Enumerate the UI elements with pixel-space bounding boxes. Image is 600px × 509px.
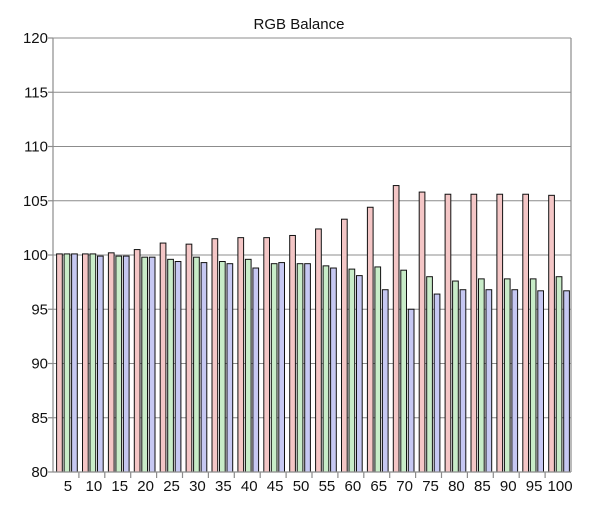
bar-blue-40 — [252, 267, 260, 473]
bar-blue-20 — [148, 256, 156, 473]
bar-red-10 — [82, 253, 89, 473]
bar-green-80 — [452, 280, 459, 473]
bar-green-35 — [219, 261, 226, 473]
x-tick-label: 30 — [189, 478, 206, 495]
bar-blue-75 — [433, 293, 441, 473]
bar-blue-90 — [511, 289, 519, 473]
x-tick-label: 80 — [448, 478, 465, 495]
bar-red-55 — [315, 228, 322, 473]
bar-red-70 — [392, 185, 400, 473]
bar-blue-55 — [330, 267, 337, 473]
x-tick-label: 85 — [474, 478, 491, 495]
x-tick-label: 65 — [370, 478, 387, 495]
bar-green-95 — [529, 278, 537, 473]
bar-red-80 — [444, 193, 452, 473]
bar-blue-35 — [226, 263, 234, 473]
bars — [56, 185, 570, 473]
y-tick-label: 115 — [24, 84, 48, 101]
y-tick-label: 120 — [23, 30, 48, 47]
x-tick-label: 55 — [319, 478, 336, 495]
bar-green-45 — [270, 263, 278, 473]
bar-red-20 — [133, 249, 141, 473]
bar-blue-65 — [381, 289, 389, 473]
bar-green-60 — [348, 268, 356, 473]
bar-blue-85 — [485, 289, 493, 473]
bar-blue-50 — [304, 263, 311, 473]
bar-green-50 — [296, 263, 304, 473]
x-tick-label: 40 — [241, 478, 258, 495]
bar-green-10 — [89, 253, 97, 473]
bar-green-65 — [374, 266, 382, 473]
bar-green-15 — [115, 255, 123, 473]
axes — [52, 38, 572, 473]
bar-green-20 — [141, 256, 149, 473]
bar-blue-45 — [278, 262, 285, 473]
bar-red-30 — [185, 243, 193, 473]
y-tick-label: 80 — [31, 464, 48, 481]
bar-blue-5 — [71, 253, 78, 473]
x-tick-label: 25 — [163, 478, 180, 495]
bar-blue-10 — [97, 255, 104, 473]
bar-blue-80 — [459, 289, 467, 473]
x-tick-label: 35 — [215, 478, 232, 495]
bar-red-25 — [159, 242, 167, 473]
bar-green-100 — [555, 276, 563, 473]
bar-blue-30 — [200, 262, 208, 473]
bar-blue-100 — [563, 290, 570, 473]
bar-green-30 — [193, 256, 200, 473]
bar-red-85 — [470, 193, 478, 473]
y-tick-label: 85 — [31, 410, 48, 427]
bar-blue-15 — [122, 255, 130, 473]
y-tick-label: 95 — [31, 301, 48, 318]
y-tick-label: 100 — [23, 247, 48, 264]
x-tick-label: 45 — [267, 478, 284, 495]
bar-red-45 — [263, 237, 270, 473]
bar-blue-70 — [407, 308, 415, 473]
bar-green-55 — [322, 265, 330, 473]
x-tick-label: 20 — [137, 478, 154, 495]
bar-red-90 — [496, 193, 504, 473]
x-tick-label: 10 — [86, 478, 103, 495]
chart-title: RGB Balance — [254, 16, 345, 33]
y-tick-label: 90 — [31, 356, 48, 373]
x-tick-label: 95 — [526, 478, 543, 495]
x-tick-label: 50 — [293, 478, 310, 495]
bar-green-70 — [400, 269, 407, 473]
bar-red-95 — [522, 193, 529, 473]
x-tick-label: 100 — [548, 478, 573, 495]
bar-red-5 — [56, 253, 63, 473]
bar-red-40 — [237, 237, 245, 473]
y-tick-label: 105 — [23, 193, 48, 210]
bar-red-75 — [418, 191, 426, 473]
bar-red-35 — [211, 238, 219, 473]
y-tick-labels: 80 85 90 95 100 105 110 115 120 — [23, 30, 48, 481]
bar-green-40 — [244, 258, 252, 473]
bar-green-75 — [426, 276, 433, 473]
bar-green-90 — [503, 278, 511, 473]
bar-red-100 — [548, 194, 555, 473]
bar-green-5 — [63, 253, 71, 473]
x-tick-label: 60 — [345, 478, 362, 495]
bar-blue-25 — [174, 261, 182, 473]
bar-green-25 — [167, 258, 174, 473]
bar-blue-95 — [537, 290, 544, 473]
bar-red-60 — [341, 218, 348, 473]
bar-green-85 — [478, 278, 485, 473]
bar-red-50 — [289, 234, 296, 473]
y-tick-label: 110 — [24, 139, 48, 156]
x-tick-labels: 5 10 15 20 25 30 35 40 45 50 55 60 65 70 75 80 85 90 95 100 — [64, 478, 573, 495]
x-tick-label: 75 — [422, 478, 439, 495]
bar-blue-60 — [356, 275, 363, 473]
x-tick-label: 5 — [64, 478, 72, 495]
x-tick-label: 15 — [111, 478, 128, 495]
x-tick-label: 90 — [500, 478, 517, 495]
bar-red-15 — [107, 252, 115, 473]
bar-red-65 — [366, 206, 374, 473]
x-tick-label: 70 — [396, 478, 413, 495]
